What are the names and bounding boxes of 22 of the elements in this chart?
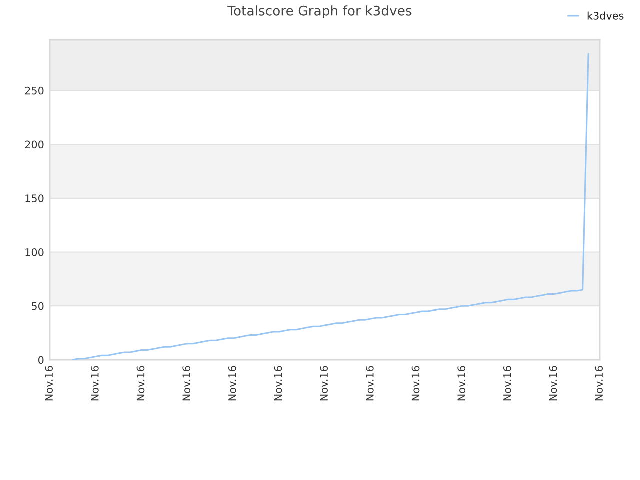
x-tick-label: Nov.16 xyxy=(412,366,420,401)
x-tick-label: Nov.16 xyxy=(549,366,558,401)
x-tick-label: Nov.16 xyxy=(366,366,374,401)
x-tick-label: Nov.16 xyxy=(228,366,236,401)
line-series xyxy=(72,53,590,360)
x-tick-label: Nov.16 xyxy=(595,366,604,401)
x-tick-label: Nov.16 xyxy=(458,366,466,401)
x-tick-label: Nov.16 xyxy=(320,366,328,401)
legend-label: k3dves xyxy=(588,12,624,20)
x-tick-label: Nov.16 xyxy=(274,366,282,401)
y-tick-label: 0 xyxy=(38,356,44,364)
x-tick-label: Nov.16 xyxy=(182,366,191,401)
chart-title: Totalscore Graph for k3dves xyxy=(228,6,412,18)
y-tick-label: 100 xyxy=(26,248,44,256)
x-tick-label: Nov.16 xyxy=(136,366,145,401)
y-tick-label: 250 xyxy=(25,86,44,95)
x-tick-label: Nov.16 xyxy=(503,366,512,401)
y-tick-label: 150 xyxy=(26,194,44,202)
y-tick-label: 200 xyxy=(25,140,44,149)
y-tick-label: 50 xyxy=(32,302,44,310)
x-tick-label: Nov.16 xyxy=(90,366,99,401)
x-tick-label: Nov.16 xyxy=(45,366,54,401)
